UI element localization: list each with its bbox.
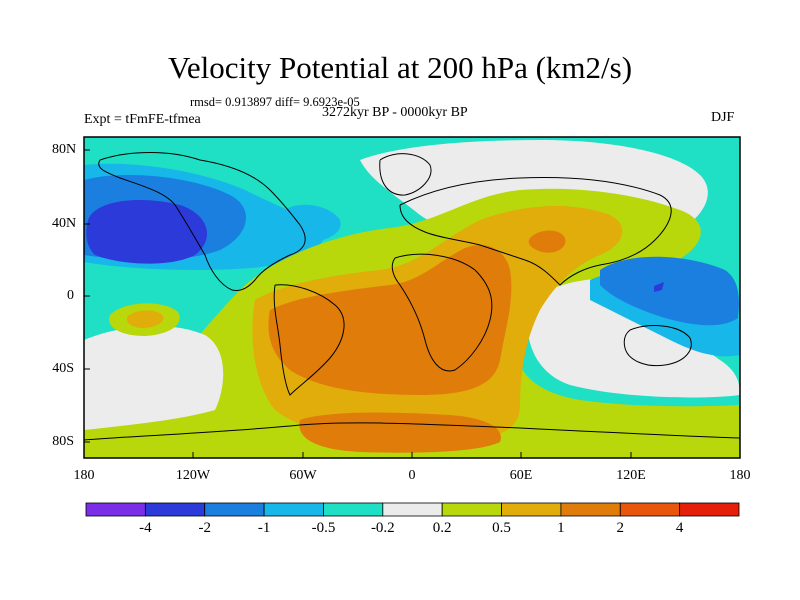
colorbar-label: -0.5 [311, 520, 336, 536]
coast-greenland [379, 153, 432, 196]
colorbar-swatch [144, 502, 206, 517]
coast-africa [391, 253, 493, 372]
colorbar-label: 4 [675, 520, 684, 536]
tick-marks [83, 149, 741, 458]
colorbar-swatch [501, 502, 562, 517]
coast-south-america [273, 284, 345, 396]
region-pos-pacific-core [127, 310, 164, 328]
coast-eurasia [399, 177, 672, 286]
lat-label: 80S [52, 434, 74, 449]
region-pos-strong-asia [528, 230, 566, 253]
period-label: 3272kyr BP - 0000kyr BP [322, 105, 468, 120]
colorbar-swatch [441, 502, 502, 517]
colorbar-label: 1 [557, 520, 565, 536]
lon-label: 60W [289, 468, 317, 483]
contour-field [84, 137, 740, 458]
colorbar-label: 0.5 [492, 520, 511, 536]
colorbar-label: 2 [616, 520, 625, 536]
lat-label: 40N [52, 216, 77, 231]
colorbar-swatch [560, 502, 621, 517]
coastlines [84, 152, 740, 441]
colorbar-label: -0.2 [370, 520, 395, 536]
colorbar-swatch [263, 502, 324, 517]
season-label: DJF [711, 110, 735, 125]
lon-label: 180 [729, 468, 751, 483]
colorbar-swatch [679, 502, 740, 517]
region-neg-weak-atlantic [283, 204, 341, 242]
lon-label: 120W [175, 468, 211, 483]
region-pos-strong [268, 244, 512, 395]
lon-label: 0 [408, 468, 416, 483]
colorbar-swatch [85, 502, 146, 517]
chart-title: Velocity Potential at 200 hPa (km2/s) [167, 50, 633, 85]
experiment-label: Expt = tFmFE-tfmea [84, 112, 201, 127]
colorbar-swatch [619, 502, 681, 517]
coast-north-america [98, 152, 306, 291]
colorbar-label: 0.2 [432, 520, 452, 536]
region-neutral-southwest [84, 325, 224, 430]
colorbar-label: -4 [139, 520, 152, 536]
coast-antarctica [84, 422, 740, 441]
colorbar-label: -1 [257, 520, 271, 536]
region-neg-strong-indonesia [654, 282, 664, 292]
lat-label: 0 [67, 288, 74, 303]
stats-label: rmsd= 0.913897 diff= 9.6923e-05 [190, 95, 360, 109]
lon-label: 120E [616, 468, 646, 483]
lat-label: 80N [52, 142, 77, 157]
region-neg-mid-southeast [600, 256, 739, 326]
lon-label: 180 [73, 468, 95, 483]
lat-label: 40S [52, 361, 74, 376]
region-neg-strong-north-pacific [86, 200, 207, 264]
coast-australia [623, 325, 692, 367]
colorbar-swatch [204, 502, 265, 517]
region-neutral-southeast [527, 278, 740, 398]
lon-label: 60E [509, 468, 533, 483]
colorbar-label: -2 [198, 520, 211, 536]
colorbar-swatch [323, 502, 384, 517]
colorbar-swatch [382, 502, 443, 517]
